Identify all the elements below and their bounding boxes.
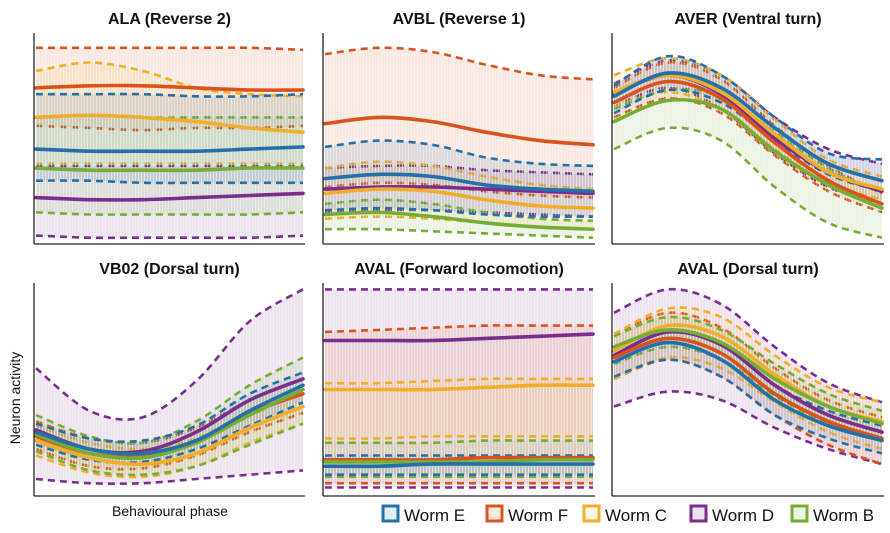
legend: Worm E Worm F Worm C Worm D Worm B [381, 504, 874, 525]
legend-item-worm-e: Worm E [381, 504, 465, 525]
band-hatching [614, 329, 882, 454]
upper-bound-line [324, 324, 593, 334]
panel-3: AVER (Ventral turn) [611, 11, 884, 245]
legend-label: Worm F [508, 506, 568, 525]
mean-line-worm-c [34, 404, 305, 466]
mean-line-worm-f [323, 115, 595, 147]
panel-1: ALA (Reverse 2) [33, 11, 305, 245]
upper-bound-line [324, 139, 594, 168]
lower-bound-line [613, 390, 883, 466]
mean-line-worm-b [612, 97, 884, 210]
panel-2: AVBL (Reverse 1) [322, 11, 595, 245]
lower-bound-line [324, 227, 594, 239]
upper-bound-line [35, 92, 304, 98]
mean-line-worm-e [34, 145, 305, 154]
panel-title: AVAL (Dorsal turn) [677, 261, 818, 278]
lower-bound-line [35, 401, 304, 465]
upper-bound-line [35, 61, 304, 98]
upper-bound-line [35, 371, 304, 443]
band-hatching [614, 89, 882, 238]
mean-line-worm-e [612, 71, 884, 183]
x-axis-label: Behavioural phase [112, 503, 228, 519]
mean-line-worm-b [34, 166, 305, 173]
panel-grid: ALA (Reverse 2) AVBL (Reverse 1) AVER (Ven… [33, 11, 884, 497]
mean-line-worm-e [34, 383, 305, 456]
upper-bound-line [324, 377, 593, 385]
panel-title: AVAL (Forward locomotion) [354, 261, 564, 278]
legend-label: Worm D [712, 506, 774, 525]
lower-bound-line [35, 211, 304, 216]
legend-label: Worm C [605, 506, 667, 525]
legend-item-worm-d: Worm D [689, 504, 774, 525]
mean-line-worm-c [323, 187, 595, 210]
mean-line-worm-b [323, 457, 595, 464]
panel-5: AVAL (Forward locomotion) [322, 261, 595, 497]
panel-title: VB02 (Dorsal turn) [99, 261, 239, 278]
mean-line-worm-b [323, 210, 595, 231]
upper-bound-line [613, 315, 883, 413]
lower-bound-line [613, 358, 883, 455]
upper-bound-line [324, 46, 594, 81]
lower-bound-line [613, 126, 883, 239]
lower-bound-line [35, 422, 304, 477]
legend-item-worm-b: Worm B [790, 504, 874, 525]
lower-bound-line [35, 179, 303, 185]
panel-6: AVAL (Dorsal turn) [611, 261, 884, 497]
band-hatching [325, 378, 593, 439]
lower-bound-line [324, 206, 594, 219]
upper-bound-line [613, 306, 883, 404]
lower-bound-line [35, 469, 304, 486]
mean-line-worm-f [34, 83, 305, 92]
panel-title: AVER (Ventral turn) [674, 11, 821, 28]
lower-bound-line [35, 234, 304, 240]
lower-bound-line [324, 434, 593, 440]
legend-swatch [485, 504, 504, 523]
upper-bound-line [35, 288, 304, 421]
panel-4: VB02 (Dorsal turn) [33, 261, 305, 497]
mean-line-worm-c [34, 113, 305, 134]
legend-swatch [790, 504, 809, 523]
mean-line-worm-f [612, 336, 884, 441]
mean-line-worm-d [323, 184, 595, 196]
legend-swatch [582, 504, 601, 523]
mean-line-worm-b [612, 328, 884, 426]
panel-title: AVBL (Reverse 1) [393, 11, 526, 28]
upper-bound-line [324, 439, 593, 445]
legend-swatch [689, 504, 708, 523]
legend-swatch [381, 504, 400, 523]
mean-line-worm-d [34, 191, 305, 202]
legend-label: Worm B [813, 506, 874, 525]
mean-line-worm-c [323, 383, 595, 392]
mean-line-worm-d [323, 332, 595, 343]
mean-line-worm-e [323, 462, 595, 469]
y-axis-label: Neuron activity [7, 352, 23, 445]
legend-label: Worm E [404, 506, 465, 525]
series-worm-c-band [324, 377, 593, 440]
mean-line-worm-e [323, 172, 595, 194]
mean-line-worm-b [34, 387, 305, 461]
mean-line-worm-d [612, 329, 884, 434]
upper-bound-line [613, 54, 883, 161]
series-worm-e-band [324, 139, 594, 219]
upper-bound-line [35, 356, 304, 445]
panel-title: ALA (Reverse 2) [108, 11, 231, 28]
legend-item-worm-c: Worm C [582, 504, 667, 525]
mean-line-worm-e [612, 340, 884, 443]
mean-line-worm-c [612, 73, 884, 191]
mean-line-worm-f [612, 79, 884, 206]
upper-bound-line [36, 46, 304, 52]
mean-line-worm-f [323, 455, 595, 462]
legend-item-worm-f: Worm F [485, 504, 568, 525]
band-hatching [325, 140, 593, 217]
